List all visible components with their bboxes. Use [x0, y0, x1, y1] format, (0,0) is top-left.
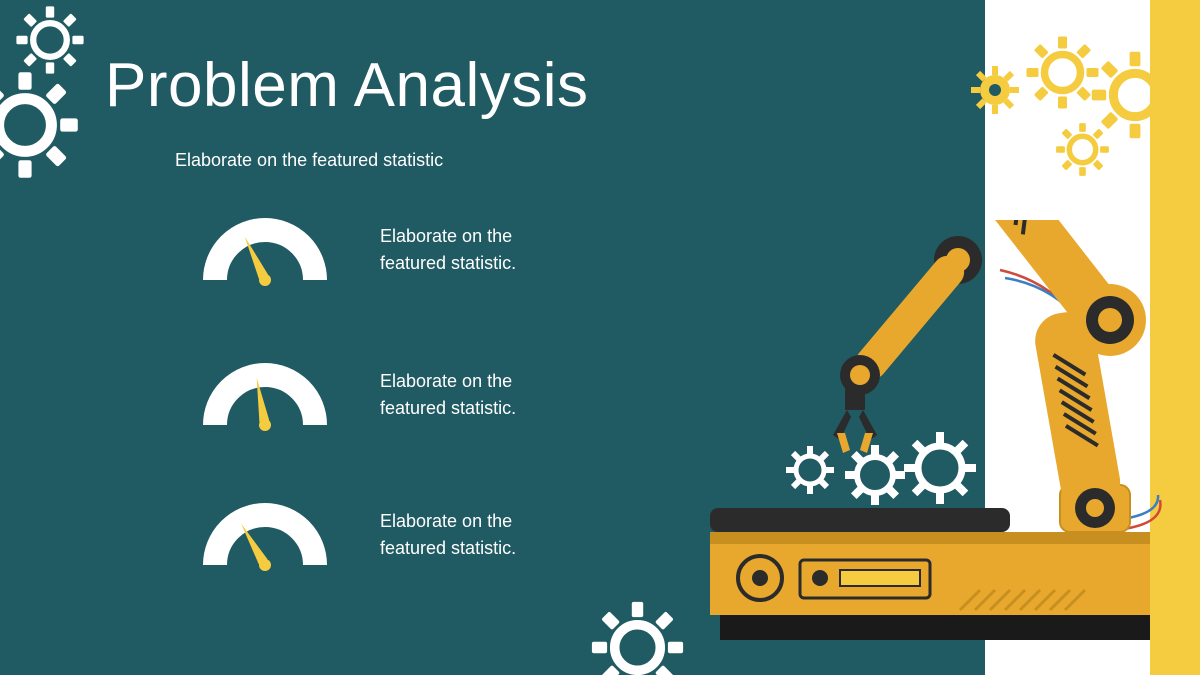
gear-icon: [0, 70, 80, 185]
gauge-icon: [200, 495, 330, 575]
page-subtitle: Elaborate on the featured statistic: [175, 150, 443, 171]
robot-arm-illustration: [680, 220, 1180, 640]
stat-row: Elaborate on the featured statistic.: [200, 495, 580, 575]
slide: Problem Analysis Elaborate on the featur…: [0, 0, 1200, 675]
gear-icon: [590, 600, 685, 700]
gauge-icon: [200, 210, 330, 290]
gear-icon: [970, 65, 1020, 120]
gauge-icon: [200, 355, 330, 435]
stat-text: Elaborate on the featured statistic.: [380, 223, 580, 277]
stat-text: Elaborate on the featured statistic.: [380, 508, 580, 562]
gear-icon: [15, 5, 85, 80]
stat-text: Elaborate on the featured statistic.: [380, 368, 580, 422]
stat-row: Elaborate on the featured statistic.: [200, 355, 580, 435]
page-title: Problem Analysis: [105, 50, 589, 121]
gear-icon: [1025, 35, 1100, 115]
gear-icon: [1055, 122, 1110, 182]
stat-row: Elaborate on the featured statistic.: [200, 210, 580, 290]
